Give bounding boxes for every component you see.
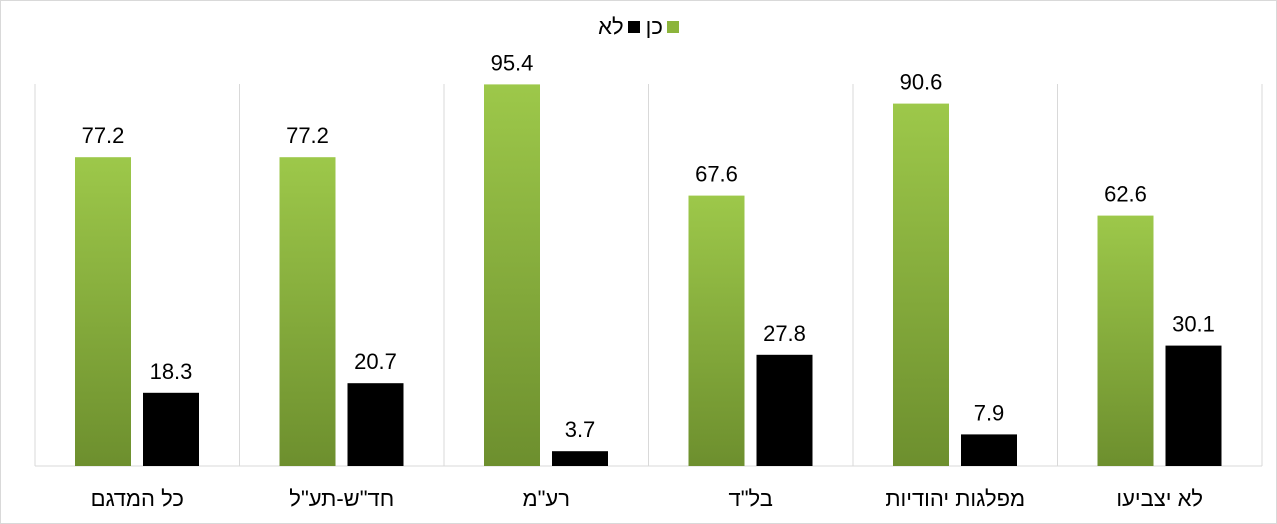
bar-yes	[893, 103, 949, 466]
bar-no	[143, 392, 199, 466]
bar-no	[1165, 345, 1222, 466]
legend: כן לא	[0, 12, 1277, 42]
data-label: 7.9	[974, 400, 1005, 425]
bar-yes	[484, 84, 540, 467]
legend-swatch-yes	[666, 21, 679, 33]
data-label: 62.6	[1104, 182, 1147, 207]
bar-no	[347, 383, 404, 466]
bar-no	[756, 354, 813, 466]
data-label: 90.6	[900, 70, 943, 95]
bar-yes	[688, 195, 745, 466]
category-label: רע"מ	[523, 486, 570, 511]
category-label: חד"ש-תע"ל	[289, 486, 394, 511]
data-label: 95.4	[491, 50, 534, 75]
legend-swatch-no	[627, 21, 640, 33]
data-label: 77.2	[82, 123, 125, 148]
data-label: 27.8	[763, 321, 806, 346]
data-label: 77.2	[286, 123, 329, 148]
legend-item-no: לא	[598, 14, 640, 40]
bar-yes	[1097, 215, 1154, 466]
legend-item-yes: כן	[646, 14, 679, 40]
category-label: לא יצביעו	[1116, 486, 1203, 511]
bar-yes	[75, 157, 131, 466]
bar-no	[961, 434, 1017, 466]
data-label: 30.1	[1172, 312, 1215, 337]
category-label: כל המדגם	[91, 486, 184, 511]
data-label: 3.7	[565, 417, 596, 442]
legend-label-no: לא	[598, 14, 624, 39]
legend-label-yes: כן	[645, 14, 663, 39]
data-label: 18.3	[150, 359, 193, 384]
category-label: מפלגות יהודיות	[885, 486, 1025, 511]
data-label: 20.7	[354, 349, 397, 374]
category-label: בל"ד	[729, 486, 773, 511]
bar-yes	[279, 157, 336, 466]
data-label: 67.6	[695, 162, 738, 187]
bar-no	[552, 451, 608, 466]
